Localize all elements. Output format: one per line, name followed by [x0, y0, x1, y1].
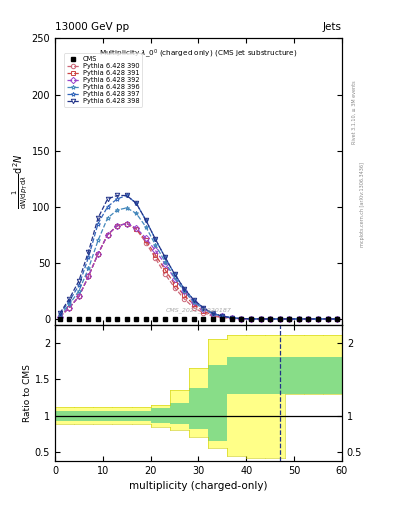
- Text: CMS_2021_I1920187: CMS_2021_I1920187: [165, 307, 231, 313]
- Text: mcplots.cern.ch [arXiv:1306.3436]: mcplots.cern.ch [arXiv:1306.3436]: [360, 162, 365, 247]
- Text: Jets: Jets: [323, 22, 342, 32]
- X-axis label: multiplicity (charged-only): multiplicity (charged-only): [129, 481, 268, 491]
- Y-axis label: Ratio to CMS: Ratio to CMS: [23, 364, 32, 421]
- Y-axis label: $\frac{1}{\mathrm{d}N/\mathrm{d}p_T\,\mathrm{d}\lambda}\,\mathrm{d}^2N$: $\frac{1}{\mathrm{d}N/\mathrm{d}p_T\,\ma…: [11, 154, 30, 209]
- Text: Multiplicity $\lambda\_0^0$ (charged only) (CMS jet substructure): Multiplicity $\lambda\_0^0$ (charged onl…: [99, 47, 298, 60]
- Legend: CMS, Pythia 6.428 390, Pythia 6.428 391, Pythia 6.428 392, Pythia 6.428 396, Pyt: CMS, Pythia 6.428 390, Pythia 6.428 391,…: [64, 53, 142, 106]
- Text: Rivet 3.1.10, ≥ 3M events: Rivet 3.1.10, ≥ 3M events: [352, 81, 357, 144]
- Text: 13000 GeV pp: 13000 GeV pp: [55, 22, 129, 32]
